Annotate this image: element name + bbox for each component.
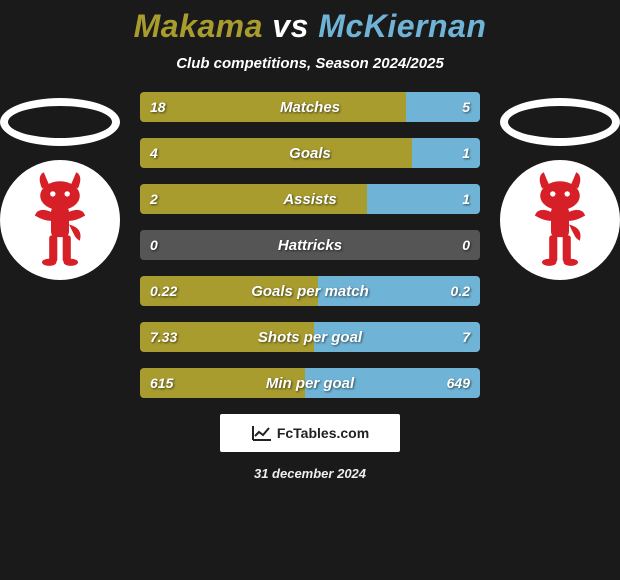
- club-logo-left: [0, 160, 120, 280]
- lincoln-imp-icon: [15, 170, 105, 270]
- disc-left: [0, 98, 120, 146]
- stat-row: 41Goals: [140, 138, 480, 168]
- stat-bars: 185Matches41Goals21Assists00Hattricks0.2…: [140, 92, 480, 398]
- comparison-arena: 185Matches41Goals21Assists00Hattricks0.2…: [0, 92, 620, 398]
- comparison-title: Makama vs McKiernan: [0, 0, 620, 45]
- stat-row: 185Matches: [140, 92, 480, 122]
- bar-left-fill: [140, 138, 412, 168]
- stat-value-right: 1: [452, 184, 480, 214]
- stat-value-right: 1: [452, 138, 480, 168]
- player-right-name: McKiernan: [318, 8, 486, 44]
- stat-value-left: 7.33: [140, 322, 187, 352]
- player-left-name: Makama: [134, 8, 263, 44]
- stat-value-right: 0.2: [441, 276, 480, 306]
- club-logo-right: [500, 160, 620, 280]
- chart-icon: [251, 424, 273, 442]
- vs-label: vs: [272, 8, 309, 44]
- disc-right: [500, 98, 620, 146]
- stat-value-right: 649: [437, 368, 480, 398]
- snapshot-date: 31 december 2024: [0, 466, 620, 481]
- stat-value-left: 615: [140, 368, 183, 398]
- stat-value-left: 0.22: [140, 276, 187, 306]
- credit-badge[interactable]: FcTables.com: [220, 414, 400, 452]
- credit-text: FcTables.com: [277, 425, 369, 441]
- stat-row: 21Assists: [140, 184, 480, 214]
- bar-left-fill: [140, 92, 406, 122]
- bar-left-fill: [140, 184, 367, 214]
- stat-value-right: 5: [452, 92, 480, 122]
- season-subtitle: Club competitions, Season 2024/2025: [0, 55, 620, 72]
- stat-row: 7.337Shots per goal: [140, 322, 480, 352]
- stat-row: 615649Min per goal: [140, 368, 480, 398]
- stat-row: 0.220.2Goals per match: [140, 276, 480, 306]
- stat-value-right: 0: [452, 230, 480, 260]
- lincoln-imp-icon: [515, 170, 605, 270]
- stat-value-left: 0: [140, 230, 168, 260]
- stat-value-left: 18: [140, 92, 176, 122]
- stat-value-right: 7: [452, 322, 480, 352]
- stat-value-left: 4: [140, 138, 168, 168]
- stat-value-left: 2: [140, 184, 168, 214]
- stat-row: 00Hattricks: [140, 230, 480, 260]
